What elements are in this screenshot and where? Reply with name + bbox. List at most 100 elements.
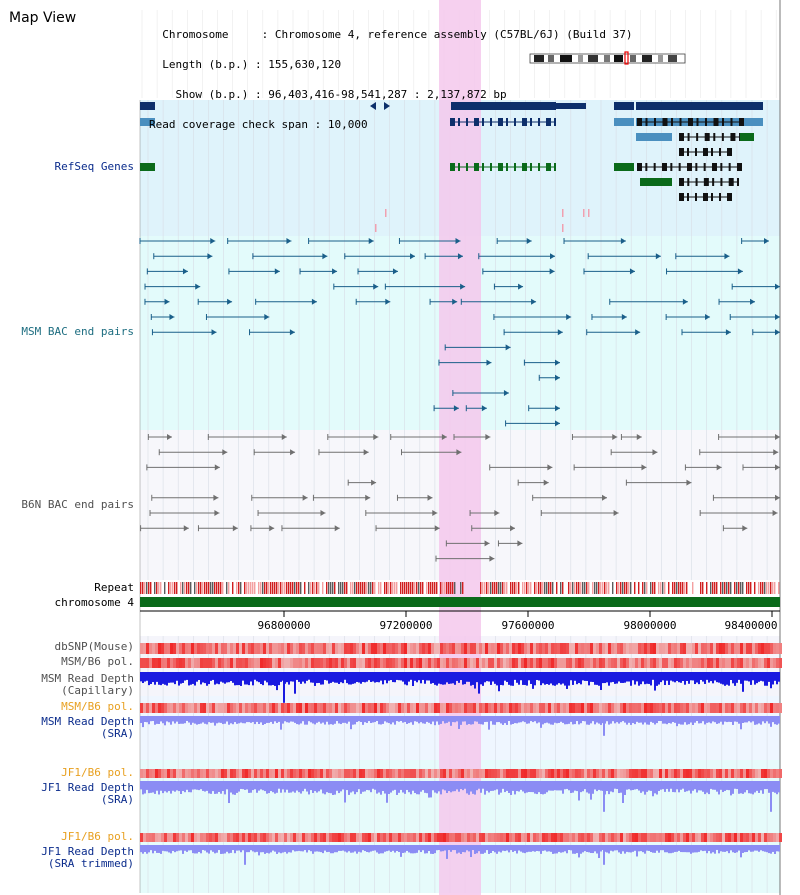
msm-bac-pair-end (164, 298, 170, 305)
depth-bar (706, 716, 708, 723)
depth-bar (250, 672, 252, 682)
heat-cell (665, 703, 668, 713)
heat-cell (560, 643, 563, 654)
track-label-dbsnp[interactable]: dbSNP(Mouse) (54, 640, 134, 653)
track-label-b6n-bac[interactable]: B6N BAC end pairs (21, 498, 134, 511)
heat-cell (719, 658, 722, 668)
depth-bar (526, 845, 528, 853)
repeat-element (372, 582, 374, 594)
chromosome-value: Chromosome 4, reference assembly (C57BL/… (274, 28, 633, 41)
heat-cell (314, 769, 317, 778)
depth-bar (666, 845, 668, 853)
gene-exon (490, 163, 492, 171)
heat-cell (629, 658, 632, 668)
depth-bar (420, 672, 422, 684)
heat-cell (158, 703, 161, 713)
depth-bar (682, 672, 684, 682)
depth-bar (292, 845, 294, 851)
depth-bar (266, 781, 268, 794)
depth-bar (330, 716, 332, 725)
repeat-element (592, 582, 594, 594)
track-label-msm-b6-pol[interactable]: MSM/B6 pol. (61, 655, 134, 668)
heat-cell (305, 833, 308, 842)
ideogram-band (534, 55, 544, 62)
heat-cell (761, 703, 764, 713)
depth-bar (186, 781, 188, 790)
depth-bar (362, 781, 364, 792)
depth-bar (568, 716, 570, 724)
repeat-element (684, 582, 686, 594)
depth-bar (572, 672, 574, 685)
repeat-element (202, 582, 204, 594)
depth-bar (772, 672, 774, 685)
repeat-element (512, 582, 514, 594)
depth-bar (358, 716, 360, 722)
depth-bar (412, 672, 414, 686)
depth-bar (632, 781, 634, 791)
depth-bar (288, 672, 290, 685)
msm-bac-pair-end (557, 329, 563, 336)
heat-cell (728, 703, 731, 713)
heat-cell (737, 833, 740, 842)
heat-cell (257, 833, 260, 842)
track-label-refseq-genes[interactable]: RefSeq Genes (54, 160, 134, 173)
heat-cell (329, 643, 332, 654)
heat-cell (551, 703, 554, 713)
depth-bar (196, 716, 198, 725)
track-label-jf1-b6-pol-2[interactable]: JF1/B6 pol. (61, 830, 134, 843)
depth-bar (558, 716, 560, 723)
track-label-msm-depth-sra[interactable]: MSM Read Depth (41, 715, 134, 728)
heat-cell (206, 643, 209, 654)
track-label-msm-b6-pol-2[interactable]: MSM/B6 pol. (61, 700, 134, 713)
depth-bar (408, 845, 410, 853)
heat-cell (746, 643, 749, 654)
depth-bar (442, 672, 444, 685)
heat-cell (254, 833, 257, 842)
depth-bar (398, 672, 400, 681)
depth-bar (236, 716, 238, 724)
gene-exon (498, 163, 503, 171)
track-label-msm-bac[interactable]: MSM BAC end pairs (21, 325, 134, 338)
gene-exon (687, 163, 692, 171)
depth-bar (732, 716, 734, 725)
track-label-jf1-b6-pol[interactable]: JF1/B6 pol. (61, 766, 134, 779)
heat-cell (170, 703, 173, 713)
repeat-element (174, 582, 176, 594)
depth-bar (716, 716, 718, 724)
depth-bar (248, 781, 250, 793)
depth-bar (666, 672, 668, 681)
heat-cell (533, 658, 536, 668)
depth-bar (490, 845, 492, 853)
heat-cell (743, 658, 746, 668)
heat-cell (545, 833, 548, 842)
depth-bar (300, 672, 302, 684)
heat-cell (164, 833, 167, 842)
heat-cell (347, 703, 350, 713)
heat-cell (674, 658, 677, 668)
heat-cell (638, 833, 641, 842)
heat-cell (461, 643, 464, 654)
depth-bar (598, 845, 600, 859)
heat-cell (779, 769, 782, 778)
depth-bar (746, 845, 748, 852)
track-label-jf1-depth-sra[interactable]: JF1 Read Depth (41, 781, 134, 794)
depth-bar (438, 781, 440, 792)
depth-bar (748, 716, 750, 722)
depth-bar (746, 716, 748, 723)
depth-bar (476, 672, 478, 683)
repeat-element (628, 582, 630, 594)
heat-cell (623, 769, 626, 778)
depth-bar (358, 672, 360, 683)
track-label-msm-depth-capillary[interactable]: MSM Read Depth (41, 672, 134, 685)
heat-cell (431, 769, 434, 778)
depth-bar (264, 845, 266, 854)
repeat-element (664, 582, 666, 594)
depth-bar (440, 716, 442, 724)
track-label-repeat[interactable]: Repeat (94, 581, 134, 594)
depth-bar (484, 781, 486, 795)
heat-cell (473, 833, 476, 842)
repeat-element (350, 582, 352, 594)
track-label-jf1-depth-trimmed[interactable]: JF1 Read Depth (41, 845, 134, 858)
heat-cell (407, 703, 410, 713)
depth-bar (504, 716, 506, 724)
